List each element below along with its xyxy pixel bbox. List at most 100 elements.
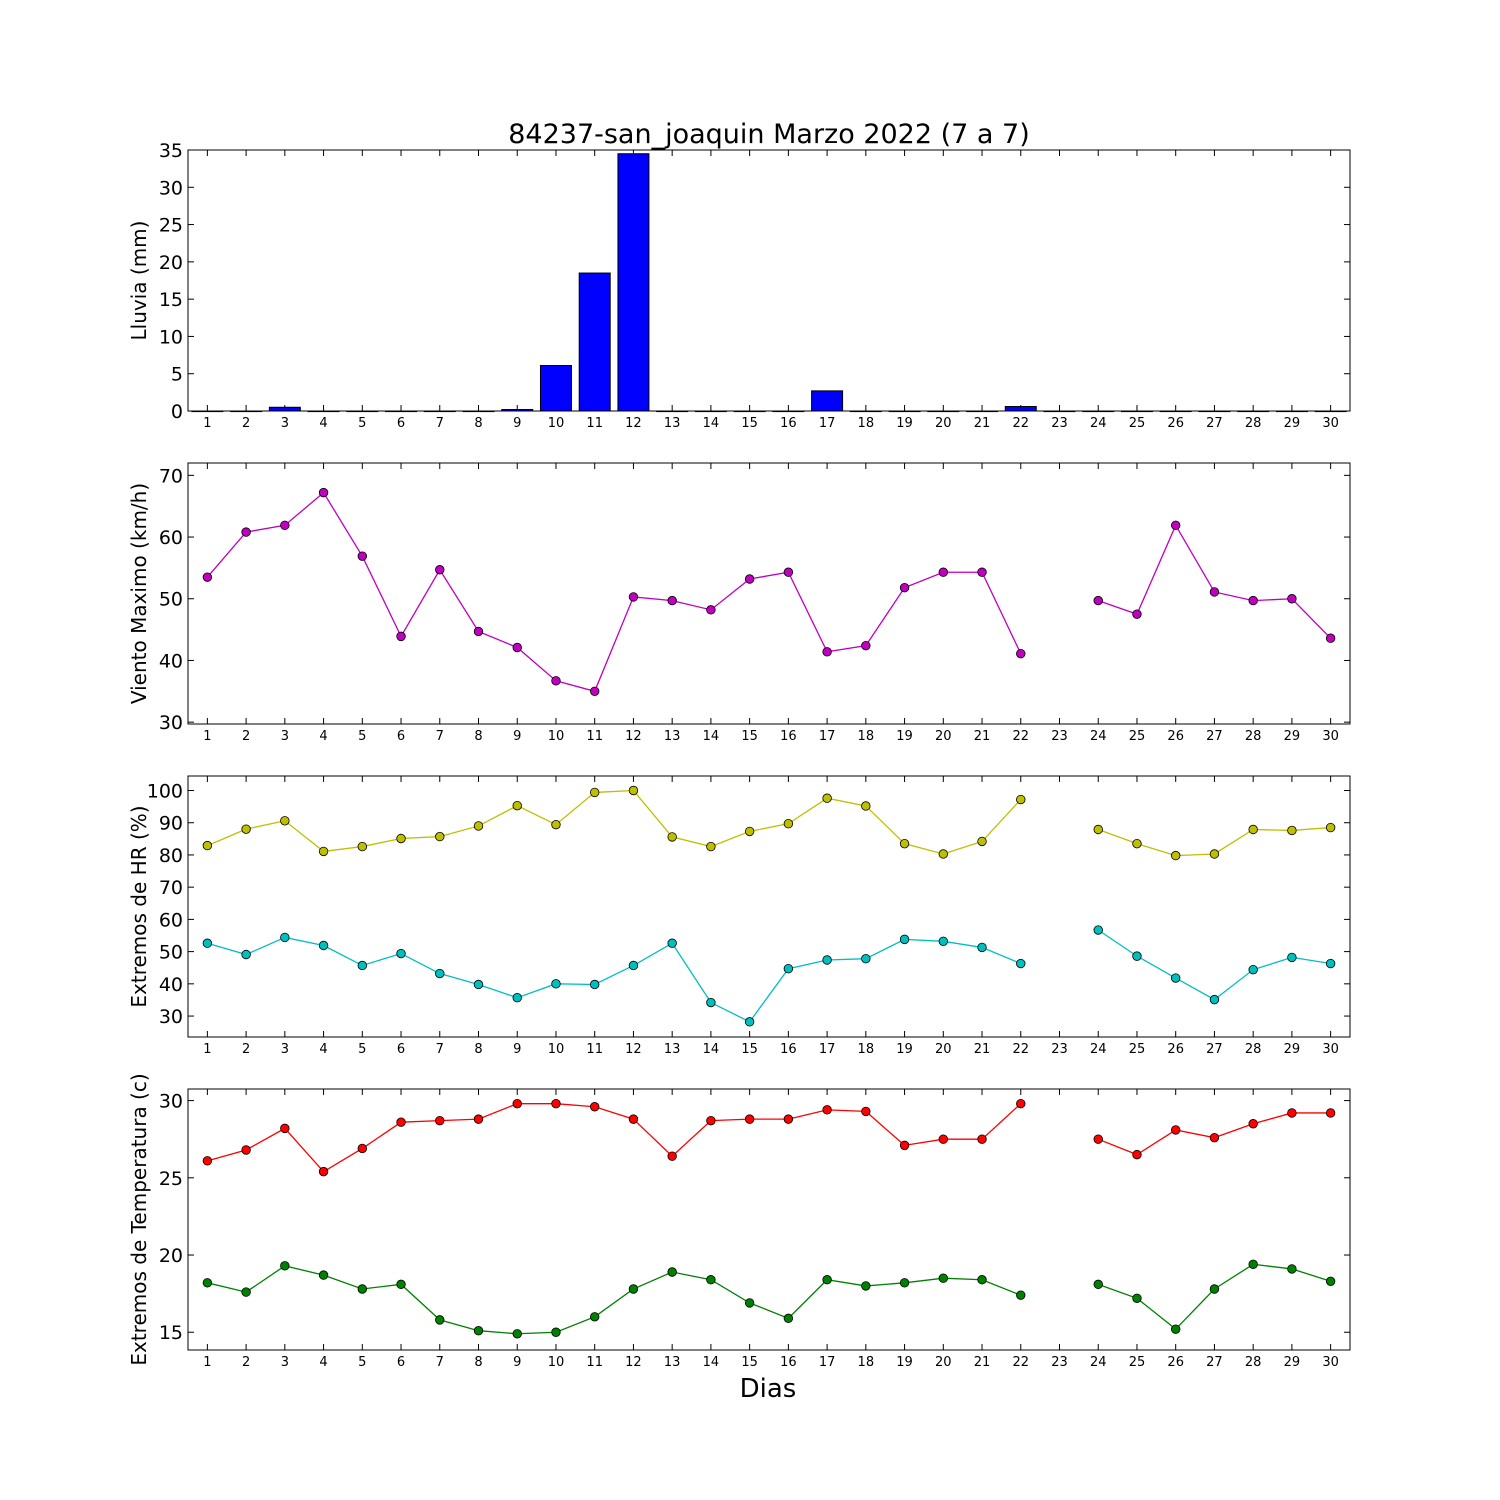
x-tick-label: 26 [1167,1042,1184,1057]
data-point [783,818,794,829]
bar [1237,410,1270,413]
x-tick-label: 22 [1012,1355,1029,1370]
bar [423,410,456,413]
data-point [512,642,522,653]
x-tick-label: 18 [858,1355,875,1370]
data-point [899,1278,910,1288]
x-tick-label: 5 [358,729,366,744]
data-point [280,1261,290,1271]
series-line-2 [207,936,1022,1023]
x-tick-label: 22 [1012,729,1029,744]
data-point [396,631,406,642]
data-point [1287,594,1297,604]
data-point [938,1134,949,1144]
data-point [1132,1293,1142,1303]
y-tick-label: 50 [159,589,183,611]
x-tick-label: 30 [1322,1355,1339,1370]
x-tick-label: 13 [664,729,681,744]
x-tick-label: 10 [548,729,565,744]
x-tick-label: 3 [281,729,289,744]
data-point [473,1114,484,1124]
x-tick-label: 11 [586,729,603,744]
x-tick-label: 4 [319,729,327,744]
data-point [396,833,406,844]
x-tick-label: 15 [741,1042,758,1057]
data-point [977,942,987,953]
x-tick-label: 25 [1129,729,1146,744]
x-tick-label: 7 [436,1355,444,1370]
data-point [280,816,290,826]
data-point [473,1325,484,1336]
data-point [1016,1098,1026,1109]
data-point [512,992,522,1003]
data-point [706,997,716,1008]
data-point [822,793,832,803]
x-tick-label: 14 [703,729,720,744]
y-tick-label: 20 [159,1245,183,1267]
data-point [938,936,949,947]
data-point [822,955,832,965]
bar [811,390,844,412]
bar [656,410,689,413]
x-tick-label: 20 [935,416,952,431]
x-tick-label: 2 [242,729,250,744]
data-point [1209,1284,1220,1294]
x-tick-label: 7 [436,416,444,431]
bar [888,410,921,413]
x-tick-label: 10 [548,1355,565,1370]
y-tick-label: 60 [159,909,183,931]
x-tick-label: 9 [513,416,521,431]
y-tick-label: 10 [159,326,183,348]
data-point [1170,850,1181,861]
data-point [1132,838,1142,849]
y-axis-label: Viento Maximo (km/h) [127,483,151,704]
data-point [551,676,561,686]
x-tick-label: 23 [1051,1355,1068,1370]
data-point [202,840,213,851]
x-axis-label: Dias [740,1374,797,1404]
data-point [783,1313,794,1324]
x-tick-label: 30 [1322,416,1339,431]
data-point [1170,1125,1181,1135]
x-tick-label: 14 [703,416,720,431]
data-point [861,801,871,811]
bar [733,410,766,413]
data-point [551,979,561,989]
data-point [1170,973,1181,983]
data-point [1016,958,1026,969]
data-point [318,846,329,857]
bar [1120,410,1153,413]
y-tick-label: 25 [159,1168,183,1190]
x-tick-label: 7 [436,729,444,744]
x-tick-label: 28 [1245,416,1262,431]
data-point [1248,1119,1258,1129]
data-point [1248,595,1258,606]
data-point [899,934,910,945]
bar [1275,410,1308,413]
x-tick-label: 21 [974,1042,991,1057]
data-point [667,595,677,606]
data-point [435,831,445,842]
data-point [938,567,949,577]
data-point [783,1114,794,1124]
panel-frame [187,462,1351,725]
data-point [280,932,290,943]
data-point [357,960,368,971]
data-point [241,527,251,537]
data-point [744,1114,755,1124]
x-tick-label: 5 [358,1355,366,1370]
x-tick-label: 14 [703,1355,720,1370]
data-point [241,1145,251,1155]
data-point [280,520,290,531]
x-tick-label: 29 [1284,729,1301,744]
data-point [1016,648,1026,659]
data-point [435,1115,445,1126]
data-point [590,979,600,990]
x-tick-label: 6 [397,416,405,431]
series-line-1 [207,789,1022,855]
data-point [861,954,871,964]
data-point [590,1102,600,1112]
x-tick-label: 20 [935,1355,952,1370]
